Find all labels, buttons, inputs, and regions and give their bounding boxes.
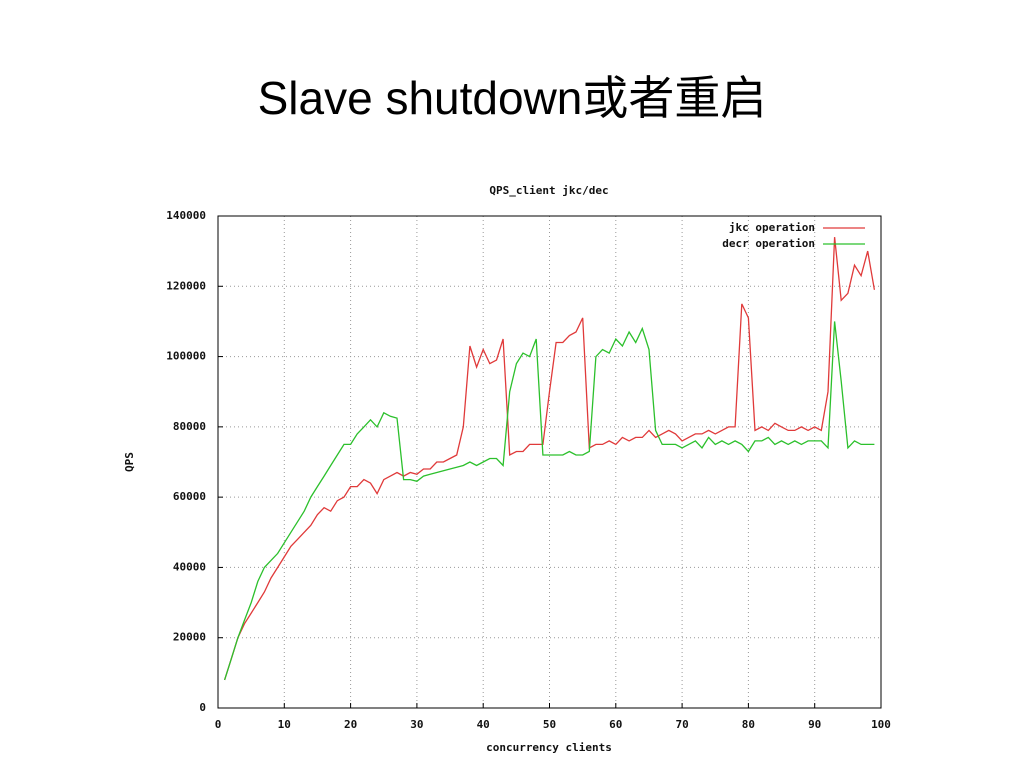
y-tick-label: 20000 bbox=[173, 631, 206, 644]
slide-title: Slave shutdown或者重启 bbox=[257, 72, 767, 124]
y-axis-label: QPS bbox=[123, 452, 136, 472]
y-tick-label: 60000 bbox=[173, 490, 206, 503]
y-tick-label: 0 bbox=[199, 701, 206, 714]
legend-label: decr operation bbox=[722, 237, 815, 250]
y-tick-label: 120000 bbox=[166, 279, 206, 292]
x-tick-label: 40 bbox=[477, 718, 490, 731]
x-tick-label: 80 bbox=[742, 718, 755, 731]
legend-label: jkc operation bbox=[729, 221, 815, 234]
x-tick-label: 100 bbox=[871, 718, 891, 731]
y-tick-label: 40000 bbox=[173, 560, 206, 573]
x-tick-label: 60 bbox=[609, 718, 622, 731]
series-line bbox=[223, 237, 876, 681]
x-tick-label: 50 bbox=[543, 718, 556, 731]
x-tick-label: 20 bbox=[344, 718, 357, 731]
y-tick-label: 100000 bbox=[166, 350, 206, 363]
plot-frame bbox=[217, 215, 882, 709]
x-axis-label: concurrency clients bbox=[486, 741, 612, 754]
chart-title: QPS_client jkc/dec bbox=[489, 184, 608, 197]
x-tick-label: 90 bbox=[808, 718, 821, 731]
y-tick-label: 140000 bbox=[166, 209, 206, 222]
x-tick-label: 30 bbox=[410, 718, 423, 731]
x-tick-label: 10 bbox=[278, 718, 291, 731]
series-line bbox=[223, 321, 875, 681]
y-tick-label: 80000 bbox=[173, 420, 206, 433]
x-tick-label: 70 bbox=[675, 718, 688, 731]
x-tick-label: 0 bbox=[215, 718, 222, 731]
